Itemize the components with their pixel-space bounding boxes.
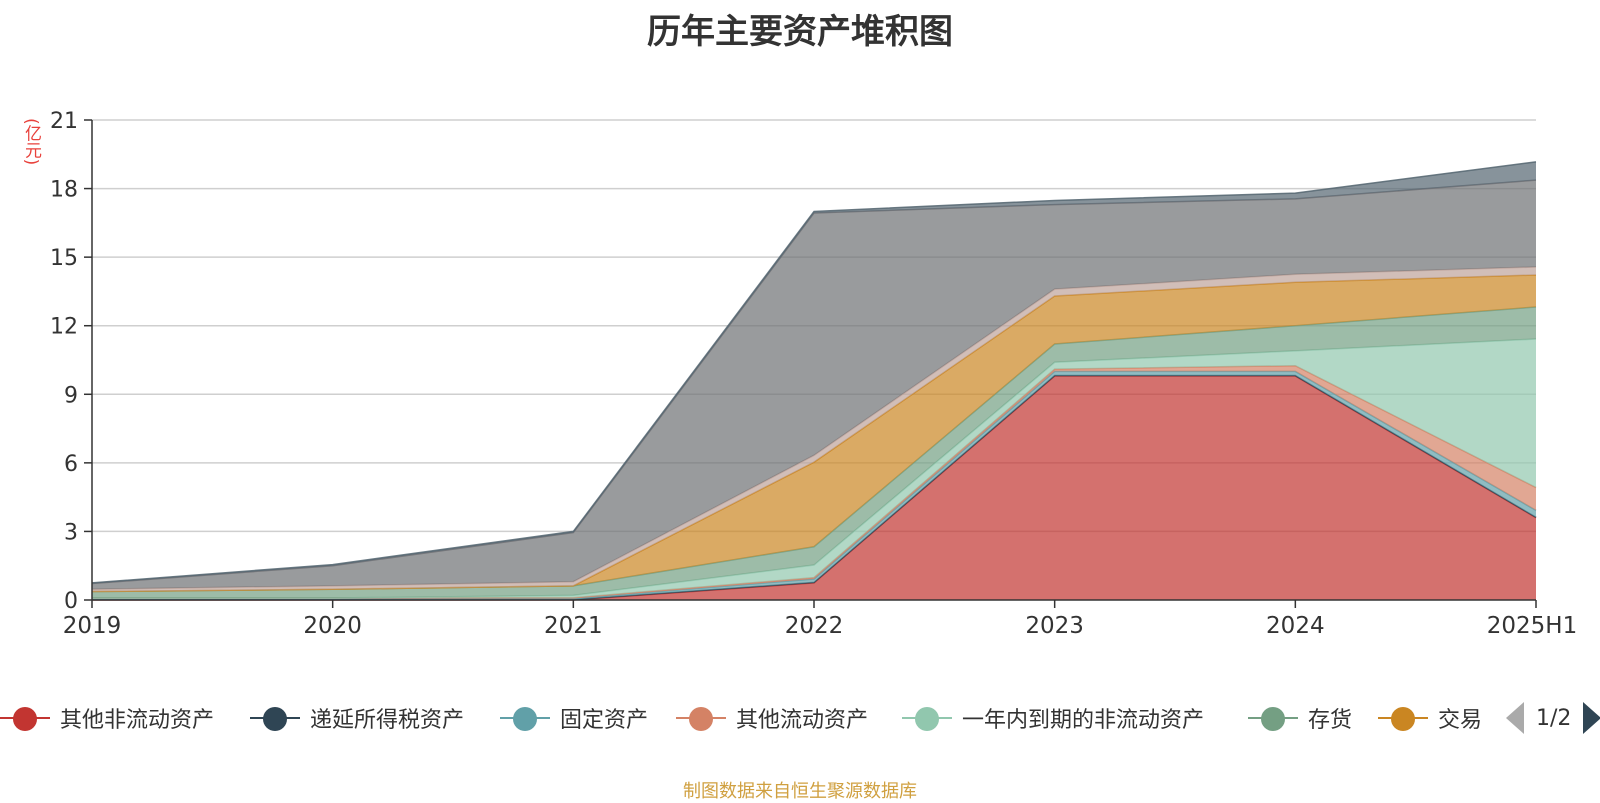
- legend: 其他非流动资产 递延所得税资产 固定资产 其他流动资产 一年内到期的非流动资产 存货 交易: [0, 700, 1600, 736]
- x-tick-label: 2023: [1025, 613, 1084, 639]
- y-tick-label: 9: [64, 383, 78, 408]
- legend-label: 交易: [1438, 708, 1483, 733]
- legend-label: 递延所得税资产: [310, 708, 465, 733]
- y-tick-label: 21: [50, 109, 78, 134]
- area-series-4: [92, 338, 1536, 598]
- legend-marker-icon: [250, 700, 300, 736]
- legend-item[interactable]: 存货: [1248, 700, 1352, 736]
- legend-marker-icon: [500, 700, 550, 736]
- stacked-area-chart: 0 3 6 9 12 15 18 21 2019 2020 2021 2022 2023 2024 2025…: [50, 109, 1577, 639]
- legend-item[interactable]: 其他非流动资产: [0, 700, 214, 736]
- axes: 0 3 6 9 12 15 18 21 2019 2020 2021 2022 2023 2024 2025…: [50, 109, 1577, 639]
- x-tick-label: 2021: [544, 613, 603, 639]
- data-source-note: 制图数据来自恒生聚源数据库: [683, 781, 917, 802]
- x-tick-label: 2020: [303, 613, 362, 639]
- y-tick-label: 18: [50, 178, 78, 203]
- legend-marker-icon: [1378, 700, 1428, 736]
- x-tick-label: 2019: [63, 613, 122, 639]
- legend-marker-icon: [0, 700, 50, 736]
- chart-title: 历年主要资产堆积图: [647, 12, 953, 52]
- x-tick-label: 2022: [785, 613, 844, 639]
- legend-item[interactable]: 一年内到期的非流动资产: [902, 700, 1204, 736]
- y-tick-label: 12: [50, 315, 78, 340]
- y-tick-label: 0: [64, 589, 78, 614]
- x-tick-label: 2024: [1266, 613, 1325, 639]
- legend-label: 一年内到期的非流动资产: [962, 708, 1205, 733]
- y-tick-label: 6: [64, 452, 78, 477]
- area-series-8: [92, 180, 1536, 590]
- y-axis-unit-label: (亿元): [21, 118, 41, 166]
- legend-page-label: 1/2: [1536, 705, 1572, 731]
- legend-label: 其他非流动资产: [60, 708, 215, 733]
- legend-item[interactable]: 递延所得税资产: [250, 700, 464, 736]
- area-series-6: [92, 274, 1536, 592]
- legend-pager: 1/2: [1506, 700, 1600, 736]
- area-series-line-9: [91, 161, 1537, 584]
- legend-item[interactable]: 固定资产: [500, 700, 648, 736]
- legend-marker-icon: [676, 700, 726, 736]
- next-page-icon[interactable]: [1583, 702, 1600, 734]
- area-series-0: [92, 376, 1536, 600]
- previous-page-icon[interactable]: [1506, 702, 1524, 734]
- area-series: [91, 161, 1537, 601]
- y-tick-label: 15: [50, 246, 78, 271]
- legend-label: 固定资产: [560, 708, 649, 733]
- legend-marker-icon: [1248, 700, 1298, 736]
- legend-item[interactable]: 其他流动资产: [676, 700, 868, 736]
- legend-label: 其他流动资产: [736, 708, 869, 733]
- y-tick-label: 3: [64, 520, 78, 545]
- legend-label: 存货: [1308, 708, 1353, 733]
- legend-item[interactable]: 交易: [1378, 700, 1482, 736]
- legend-marker-icon: [902, 700, 952, 736]
- area-series-5: [92, 306, 1536, 598]
- x-tick-label: 2025H1: [1487, 613, 1577, 639]
